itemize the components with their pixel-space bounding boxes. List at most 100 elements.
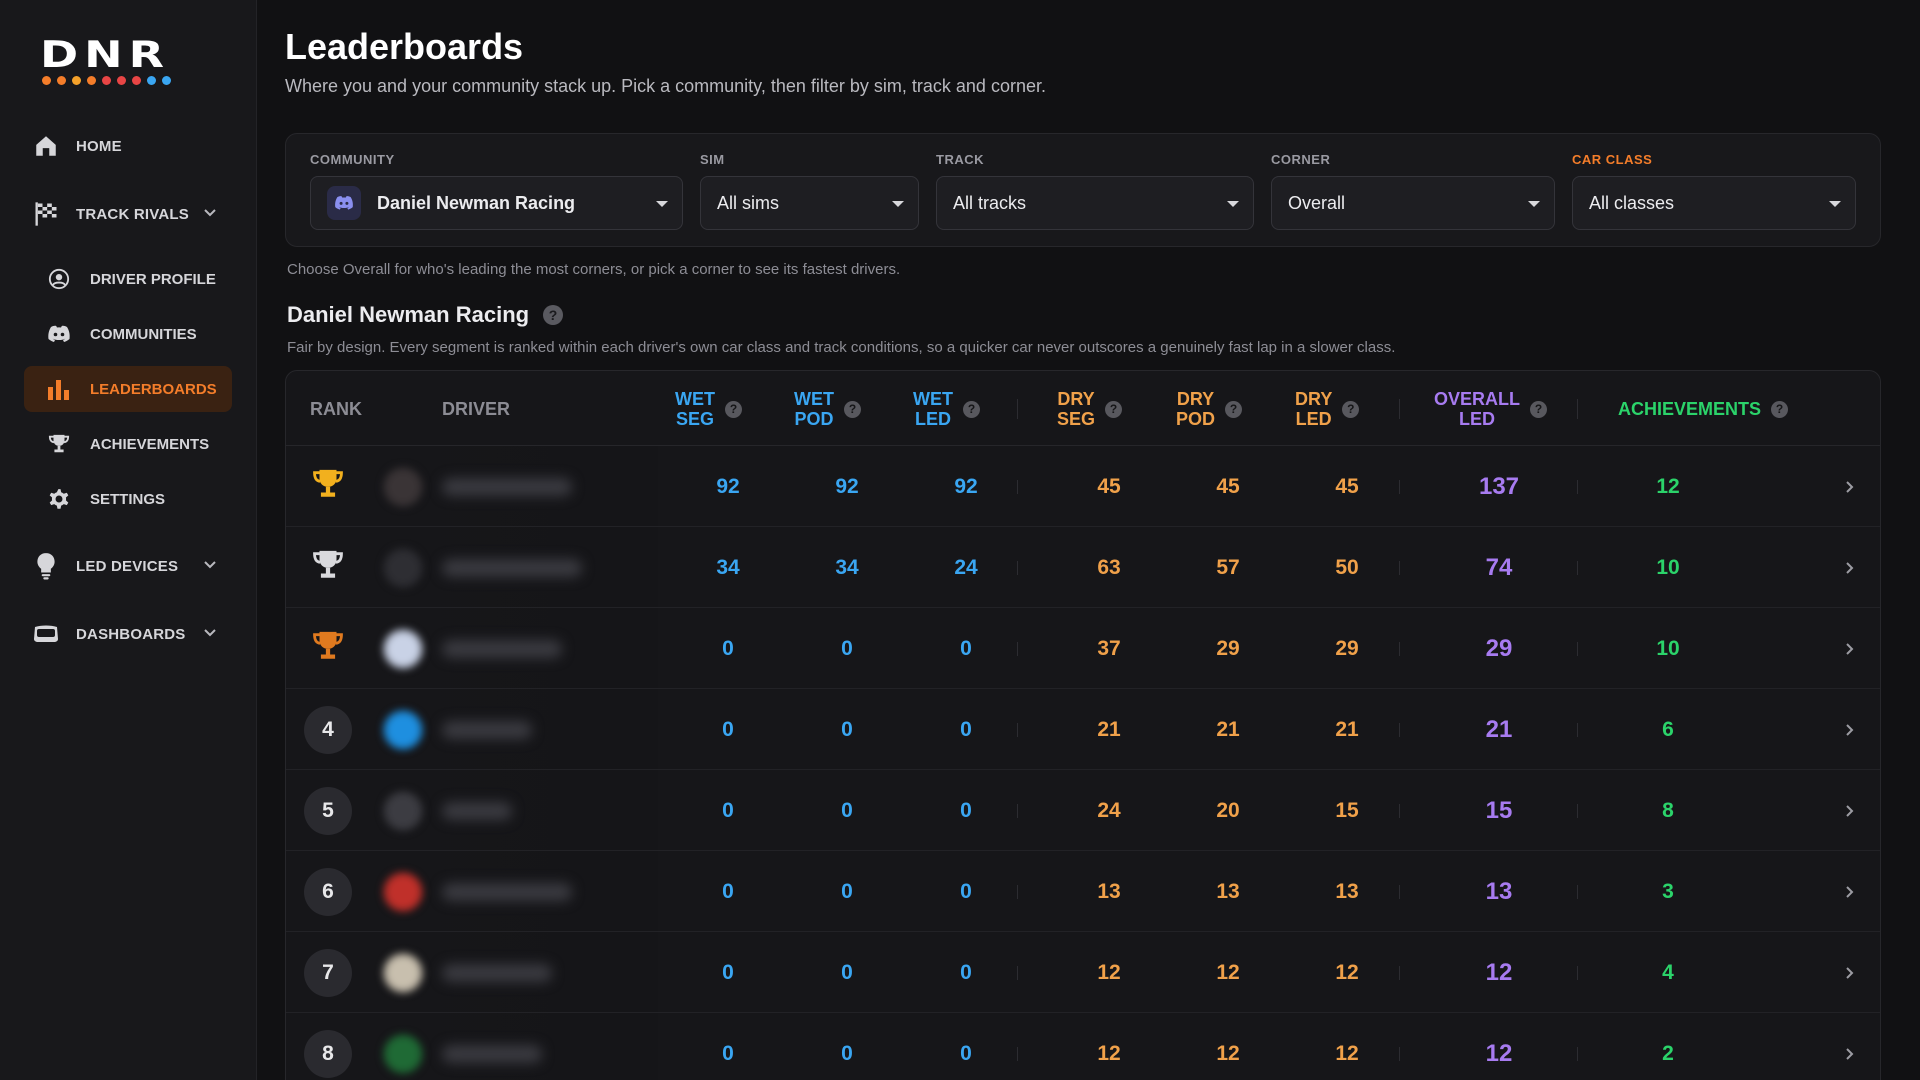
col-dry-pod[interactable]: DRY POD ?	[1176, 389, 1243, 429]
row-chevron-right-icon[interactable]	[1834, 851, 1864, 932]
help-icon[interactable]: ?	[844, 400, 861, 418]
row-chevron-right-icon[interactable]	[1834, 608, 1864, 689]
driver-avatar-cell	[378, 446, 428, 527]
avatar	[383, 1033, 423, 1074]
dry-pod-cell: 29	[1216, 636, 1240, 660]
wet-seg-cell: 0	[722, 798, 734, 822]
table-row[interactable]: 6 0 0 0 13 13 13 13 3	[286, 851, 1880, 932]
nav-driver-profile[interactable]: DRIVER PROFILE	[24, 256, 232, 302]
logo-dot	[162, 76, 171, 85]
overall-led-cell: 137	[1478, 472, 1520, 500]
nav-track-rivals-label: TRACK RIVALS	[76, 205, 189, 223]
driver-name-cell[interactable]	[442, 851, 572, 932]
table-row[interactable]: 34 34 24 63 57 50 74 10	[286, 527, 1880, 608]
nav-dashboards[interactable]: DASHBOARDS	[24, 608, 232, 660]
row-chevron-right-icon[interactable]	[1834, 689, 1864, 770]
community-select[interactable]: Daniel Newman Racing	[310, 176, 683, 230]
dry-seg-cell: 37	[1097, 636, 1121, 660]
avatar	[383, 709, 423, 750]
col-rank[interactable]: RANK	[310, 399, 362, 419]
app-logo[interactable]: DNR	[24, 0, 232, 120]
driver-name-cell[interactable]	[442, 1013, 542, 1080]
wet-pod-cell: 0	[841, 879, 853, 903]
driver-name-redacted	[442, 882, 572, 901]
table-row[interactable]: 92 92 92 45 45 45 137 12	[286, 446, 1880, 527]
row-chevron-right-icon[interactable]	[1834, 446, 1864, 527]
bar-chart-icon	[46, 376, 72, 402]
table-row[interactable]: 7 0 0 0 12 12 12 12 4	[286, 932, 1880, 1013]
sim-filter: SIM All sims	[700, 152, 919, 246]
driver-name-cell[interactable]	[442, 932, 552, 1013]
driver-name-cell[interactable]	[442, 446, 572, 527]
help-icon[interactable]: ?	[543, 305, 564, 325]
row-chevron-right-icon[interactable]	[1834, 932, 1864, 1013]
nav-home[interactable]: HOME	[24, 120, 232, 172]
col-driver[interactable]: DRIVER	[442, 399, 511, 419]
column-divider	[1399, 480, 1400, 494]
sim-value: All sims	[717, 192, 779, 213]
table-row[interactable]: 8 0 0 0 12 12 12 12 2	[286, 1013, 1880, 1080]
filters-panel: COMMUNITY Daniel Newman Racing SIM All s…	[285, 133, 1881, 247]
user-circle-icon	[46, 266, 72, 292]
nav-led-devices[interactable]: LED DEVICES	[24, 540, 232, 592]
dry-led-cell: 21	[1335, 717, 1359, 741]
row-chevron-right-icon[interactable]	[1834, 527, 1864, 608]
col-overall-led-line1: OVERALL	[1434, 389, 1521, 409]
table-row[interactable]: 5 0 0 0 24 20 15 15 8	[286, 770, 1880, 851]
overall-led-cell: 29	[1485, 634, 1513, 662]
help-icon[interactable]: ?	[1771, 400, 1789, 418]
chevron-down-icon[interactable]	[202, 204, 218, 224]
row-chevron-right-icon[interactable]	[1834, 770, 1864, 851]
track-select[interactable]: All tracks	[936, 176, 1254, 230]
nav-track-rivals[interactable]: TRACK RIVALS	[24, 188, 232, 240]
corner-value: Overall	[1288, 192, 1346, 213]
driver-name-cell[interactable]	[442, 527, 582, 608]
table-row[interactable]: 0 0 0 37 29 29 29 10	[286, 608, 1880, 689]
car-class-select[interactable]: All classes	[1572, 176, 1856, 230]
col-overall-led[interactable]: OVERALL LED ?	[1434, 389, 1548, 429]
dry-pod-cell: 12	[1216, 960, 1240, 984]
col-dry-seg[interactable]: DRY SEG ?	[1057, 389, 1123, 429]
help-icon[interactable]: ?	[1530, 400, 1548, 418]
nav-achievements[interactable]: ACHIEVEMENTS	[24, 421, 232, 467]
dry-led-cell: 45	[1335, 474, 1359, 498]
driver-avatar-cell	[378, 770, 428, 851]
column-divider	[1399, 642, 1400, 656]
nav-leaderboards[interactable]: LEADERBOARDS	[24, 366, 232, 412]
driver-name-cell[interactable]	[442, 770, 512, 851]
table-row[interactable]: 4 0 0 0 21 21 21 21 6	[286, 689, 1880, 770]
driver-name-cell[interactable]	[442, 689, 532, 770]
col-dry-seg-line2: SEG	[1057, 409, 1096, 429]
chevron-down-icon[interactable]	[202, 556, 218, 576]
wet-seg-cell: 0	[722, 717, 734, 741]
col-dry-led[interactable]: DRY LED ?	[1295, 389, 1360, 429]
driver-name-redacted	[442, 963, 552, 982]
help-icon[interactable]: ?	[963, 400, 980, 418]
chevron-down-icon[interactable]	[202, 624, 218, 644]
rank-cell	[304, 446, 352, 527]
achievements-cell: 3	[1662, 879, 1674, 903]
col-wet-led[interactable]: WET LED ?	[913, 389, 980, 429]
driver-name-cell[interactable]	[442, 608, 562, 689]
help-icon[interactable]: ?	[1342, 400, 1360, 418]
help-icon[interactable]: ?	[1105, 400, 1123, 418]
nav-communities[interactable]: COMMUNITIES	[24, 311, 232, 357]
filter-hint: Choose Overall for who's leading the mos…	[287, 261, 901, 278]
dry-led-cell: 15	[1335, 798, 1359, 822]
wet-pod-cell: 0	[841, 798, 853, 822]
sim-select[interactable]: All sims	[700, 176, 919, 230]
column-divider	[1017, 885, 1018, 899]
nav-settings[interactable]: SETTINGS	[24, 476, 232, 522]
wet-led-cell: 0	[960, 717, 972, 741]
row-chevron-right-icon[interactable]	[1834, 1013, 1864, 1080]
corner-select[interactable]: Overall	[1271, 176, 1555, 230]
col-wet-seg[interactable]: WET SEG ?	[675, 389, 742, 429]
overall-led-cell: 21	[1485, 715, 1513, 743]
column-divider	[1017, 723, 1018, 737]
bulb-icon	[30, 550, 62, 582]
help-icon[interactable]: ?	[725, 400, 742, 418]
col-achievements[interactable]: ACHIEVEMENTS ?	[1618, 399, 1789, 419]
col-wet-pod[interactable]: WET POD ?	[794, 389, 861, 429]
community-value: Daniel Newman Racing	[377, 192, 576, 213]
help-icon[interactable]: ?	[1225, 400, 1243, 418]
